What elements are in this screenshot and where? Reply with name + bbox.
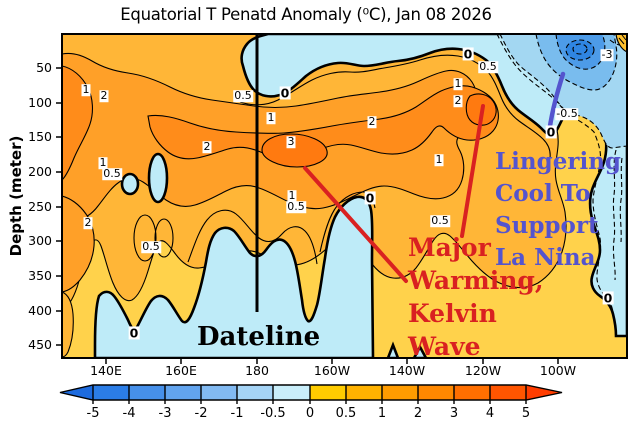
colorbar-label: 3 [450,406,458,421]
warm-bands [62,34,567,358]
colorbar-segment [273,385,310,400]
cool-annotation-line: Lingering [495,148,622,175]
contour-label: 0.5 [478,60,498,74]
colorbar-segment [346,385,382,400]
x-tick-label: 120W [465,363,501,378]
colorbar-label: -0.5 [260,406,285,421]
contour-label: -3 [600,48,614,62]
colorbar-label: 1 [378,406,386,421]
contour-label: 1 [453,77,463,91]
contour-label: 2 [453,94,463,108]
cool-annotation-line: La Nina [495,244,596,271]
x-tick-label: 140W [389,363,425,378]
y-tick-label: 50 [36,60,52,75]
contour-label: 2 [367,115,377,129]
x-tick-label: 140E [90,363,122,378]
y-axis-title: Depth (meter) [7,135,25,257]
contour-label: -0.5 [555,107,579,121]
warming-annotation-line: Wave [408,332,481,361]
colorbar-label: 5 [522,406,530,421]
contour-label: 0.5 [286,200,306,214]
colorbar: -5 -4 -3 -2 -1 -0.5 0 0.5 1 2 3 4 5 [59,384,563,421]
corner-warm-patch [615,34,627,53]
warming-annotation: Major Warming, Kelvin Wave [408,231,544,363]
y-tick-label: 450 [28,337,52,352]
colorbar-segment [237,385,273,400]
colorbar-label: -4 [123,406,136,421]
colorbar-segment [382,385,418,400]
colorbar-segment [310,385,346,400]
colorbar-segment [454,385,490,400]
warming-annotation-line: Kelvin [408,299,497,328]
colorbar-label: 2 [414,406,422,421]
contour-label: 1 [287,189,297,203]
cool-annotation: Lingering Cool To Support La Nina [495,146,621,274]
x-tick-label: 180 [245,363,269,378]
colorbar-label: 0.5 [336,406,357,421]
colorbar-segment [418,385,454,400]
colorbar-label: -1 [231,406,244,421]
x-tick-label: 160E [165,363,197,378]
y-tick-label: 150 [28,129,52,144]
contour-label: 1 [98,156,108,170]
colorbar-segment [129,385,165,400]
contour-label-zero: 0 [128,325,140,341]
contour-label-zero: 0 [545,124,557,140]
x-axis-labels: 140E 160E 180 160W 140W 120W 100W [90,363,576,378]
colorbar-segment [93,385,129,400]
red-leader-line-east [460,104,485,238]
contour-field [62,34,627,358]
contour-label: 2 [83,216,93,230]
colorbar-label: -5 [87,406,100,421]
negative-bands [496,34,627,319]
contour-label: 1 [266,111,276,125]
colorbar-segment [165,385,201,400]
colorbar-label: 4 [486,406,494,421]
contour-label-zero: 0 [364,190,376,206]
contour-label: 0.5 [430,214,450,228]
contour-label: 1 [81,83,91,97]
y-tick-label: 350 [28,268,52,283]
y-tick-label: 300 [28,233,52,248]
contour-label: 0.5 [233,89,253,103]
contour-label: 1 [434,153,444,167]
contour-label: 2 [99,89,109,103]
y-axis-labels: 50 100 150 200 250 300 350 400 450 [28,60,52,352]
x-tick-label: 160W [314,363,350,378]
colorbar-segment [201,385,237,400]
y-tick-label: 400 [28,303,52,318]
colorbar-label: -3 [159,406,172,421]
contour-label-zero: 0 [462,46,474,62]
chart-title: Equatorial T Penatd Anomaly (⁰C), Jan 08… [120,5,492,24]
contour-label-zero: 0 [279,85,291,101]
contour-label: 0.5 [141,240,161,254]
axis-box [61,33,628,359]
y-tick-label: 250 [28,199,52,214]
colorbar-left-arrow [60,385,93,400]
contour-label: 0.5 [102,167,122,181]
contour-label: 2 [202,140,212,154]
red-leader-line-west [303,166,408,283]
contour-label: 3 [286,135,296,149]
x-tick-label: 100W [540,363,576,378]
cool-annotation-line: Cool To [495,180,591,207]
cool-annotation-line: Support [495,212,599,239]
contour-label-zero: 0 [602,290,614,306]
y-tick-label: 200 [28,164,52,179]
colorbar-segment [490,385,526,400]
warming-annotation-line: Warming, [408,266,544,295]
colorbar-tick-lines [92,385,527,404]
y-tick-label: 100 [28,95,52,110]
colorbar-label: -2 [195,406,208,421]
colorbar-right-arrow [526,385,562,400]
warming-annotation-line: Major [408,233,491,262]
colorbar-label: 0 [306,406,314,421]
axis-ticks [56,67,559,364]
thin-contour-lines [133,54,551,265]
colorbar-labels: -5 -4 -3 -2 -1 -0.5 0 0.5 1 2 3 4 5 [87,406,531,421]
dateline-annotation: Dateline [197,322,321,352]
